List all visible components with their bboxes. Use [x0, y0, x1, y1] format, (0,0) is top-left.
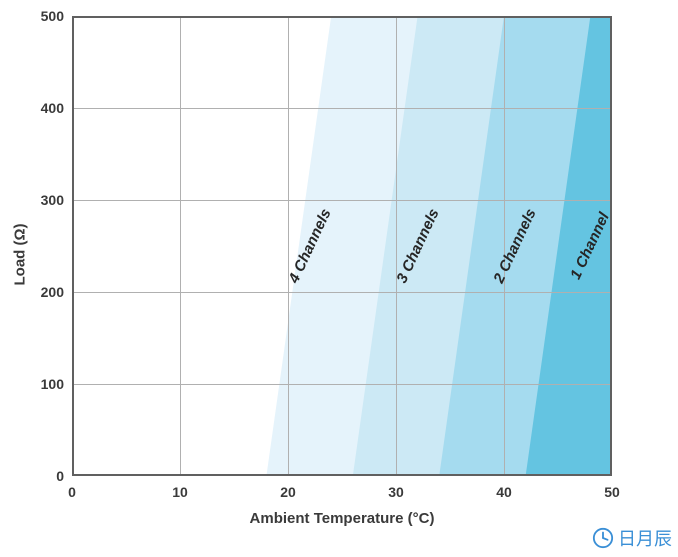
plot-area: 4 Channels3 Channels2 Channels1 Channel [72, 16, 612, 476]
x-tick-label: 0 [68, 484, 76, 500]
y-tick-label: 500 [34, 8, 64, 24]
gridline-horizontal [72, 200, 612, 201]
x-tick-label: 30 [388, 484, 404, 500]
gridline-vertical [180, 16, 181, 476]
y-tick-label: 400 [34, 100, 64, 116]
watermark: 日月辰 [592, 525, 672, 551]
load-vs-temperature-chart: 4 Channels3 Channels2 Channels1 Channel … [0, 0, 678, 557]
y-axis-label: Load (Ω) [12, 223, 29, 285]
y-tick-label: 200 [34, 284, 64, 300]
y-tick-label: 300 [34, 192, 64, 208]
gridline-horizontal [72, 292, 612, 293]
y-tick-label: 0 [34, 468, 64, 484]
gridline-horizontal [72, 384, 612, 385]
clock-icon [592, 527, 614, 549]
gridline-vertical [396, 16, 397, 476]
x-tick-label: 20 [280, 484, 296, 500]
gridline-vertical [288, 16, 289, 476]
x-axis-label: Ambient Temperature (°C) [250, 510, 435, 527]
gridline-horizontal [72, 108, 612, 109]
x-tick-label: 50 [604, 484, 620, 500]
x-tick-label: 40 [496, 484, 512, 500]
watermark-text: 日月辰 [618, 525, 672, 551]
x-tick-label: 10 [172, 484, 188, 500]
y-tick-label: 100 [34, 376, 64, 392]
